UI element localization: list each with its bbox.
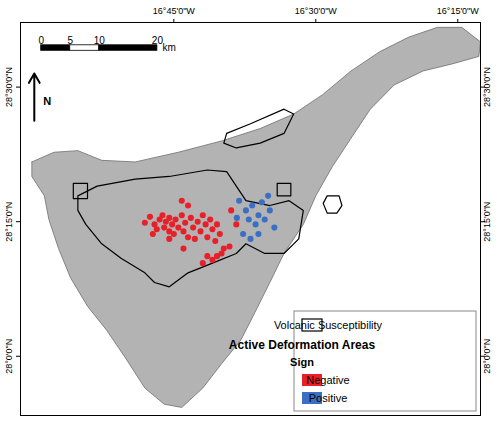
svg-text:28°15'0"N: 28°15'0"N [482,202,492,242]
svg-text:km: km [162,42,175,53]
svg-text:16°30'0"W: 16°30'0"W [295,6,338,16]
svg-text:Negative: Negative [306,374,349,386]
svg-text:Active Deformation Areas: Active Deformation Areas [229,338,376,352]
svg-text:0: 0 [38,35,44,46]
svg-text:16°45'0"W: 16°45'0"W [153,6,196,16]
svg-text:28°30'0"N: 28°30'0"N [4,67,14,107]
svg-text:28°0'0"N: 28°0'0"N [482,339,492,374]
svg-text:5: 5 [67,35,73,46]
svg-text:28°0'0"N: 28°0'0"N [4,339,14,374]
svg-text:16°15'0"W: 16°15'0"W [437,6,480,16]
svg-text:28°15'0"N: 28°15'0"N [4,202,14,242]
svg-text:Volcanic Susceptibility: Volcanic Susceptibility [274,319,383,331]
svg-text:N: N [43,95,51,107]
svg-text:20: 20 [151,34,163,46]
svg-text:28°30'0"N: 28°30'0"N [482,67,492,107]
svg-text:Positive: Positive [309,392,348,404]
svg-text:Sign: Sign [290,356,314,368]
svg-text:10: 10 [94,35,106,46]
